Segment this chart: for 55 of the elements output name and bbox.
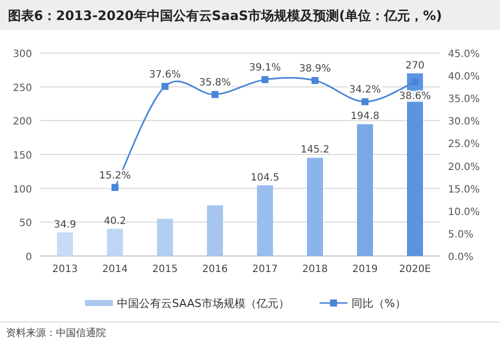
y-tick-label: 100: [12, 184, 32, 196]
y-tick-label: 0: [26, 252, 32, 263]
point: [362, 98, 368, 106]
x-tick-label: 2020E: [399, 264, 431, 275]
data-label: 15.2%: [99, 170, 131, 182]
point: [212, 91, 218, 98]
x-tick-label: 2019: [352, 264, 378, 275]
bar: [57, 232, 73, 256]
bar: [307, 158, 323, 256]
legend-label: 同比（%）: [352, 297, 406, 310]
y2-tick-label: 40.0%: [448, 72, 480, 83]
y2-tick-label: 20.0%: [448, 162, 480, 173]
y2-tick-label: 45.0%: [448, 49, 480, 60]
y-tick-label: 300: [12, 49, 32, 60]
y-tick-label: 200: [12, 116, 32, 128]
x-tick-label: 2018: [302, 264, 328, 275]
data-label: 40.2: [104, 216, 126, 227]
y2-tick-label: 5.0%: [448, 229, 474, 240]
data-label: 145.2: [300, 144, 330, 156]
y-tick-label: 150: [12, 150, 32, 162]
data-label: 270: [405, 60, 425, 72]
y2-tick-label: 0.0%: [448, 252, 474, 263]
chart-title: 图表6：2013-2020年中国公有云SaaS市场规模及预测(单位：亿元，%): [8, 8, 442, 24]
point: [262, 76, 268, 84]
y-tick-label: 50: [19, 218, 32, 230]
data-label: 37.6%: [149, 69, 181, 80]
x-tick-label: 2014: [102, 264, 128, 275]
x-tick-label: 2015: [152, 264, 178, 275]
data-label: 34.2%: [349, 84, 381, 96]
data-label: 34.9: [54, 219, 76, 230]
data-label: 39.1%: [249, 62, 281, 74]
bar: [357, 124, 373, 256]
data-label: 38.9%: [299, 64, 331, 75]
bar: [207, 205, 223, 256]
bar: [157, 218, 173, 256]
y2-tick-label: 15.0%: [448, 184, 480, 196]
data-label: 38.6%: [399, 90, 431, 102]
x-tick-label: 2013: [52, 264, 78, 275]
y-tick-label: 250: [12, 82, 32, 94]
point: [112, 184, 118, 191]
data-label: 104.5: [250, 172, 280, 184]
x-tick-label: 2017: [252, 264, 278, 275]
y2-tick-label: 25.0%: [448, 139, 480, 150]
bar: [257, 185, 273, 256]
y2-tick-label: 10.0%: [448, 206, 480, 218]
point: [312, 77, 318, 84]
y2-tick-label: 30.0%: [448, 116, 480, 128]
point: [162, 82, 168, 90]
bar: [107, 228, 123, 256]
x-tick-label: 2016: [202, 264, 228, 275]
y2-tick-label: 35.0%: [448, 94, 480, 106]
legend-label: 中国公有云SAAS市场规模（亿元）: [117, 297, 290, 310]
data-label: 194.8: [350, 111, 380, 122]
data-label: 35.8%: [199, 78, 231, 88]
text: 资料来源：中国信通院: [6, 327, 106, 339]
